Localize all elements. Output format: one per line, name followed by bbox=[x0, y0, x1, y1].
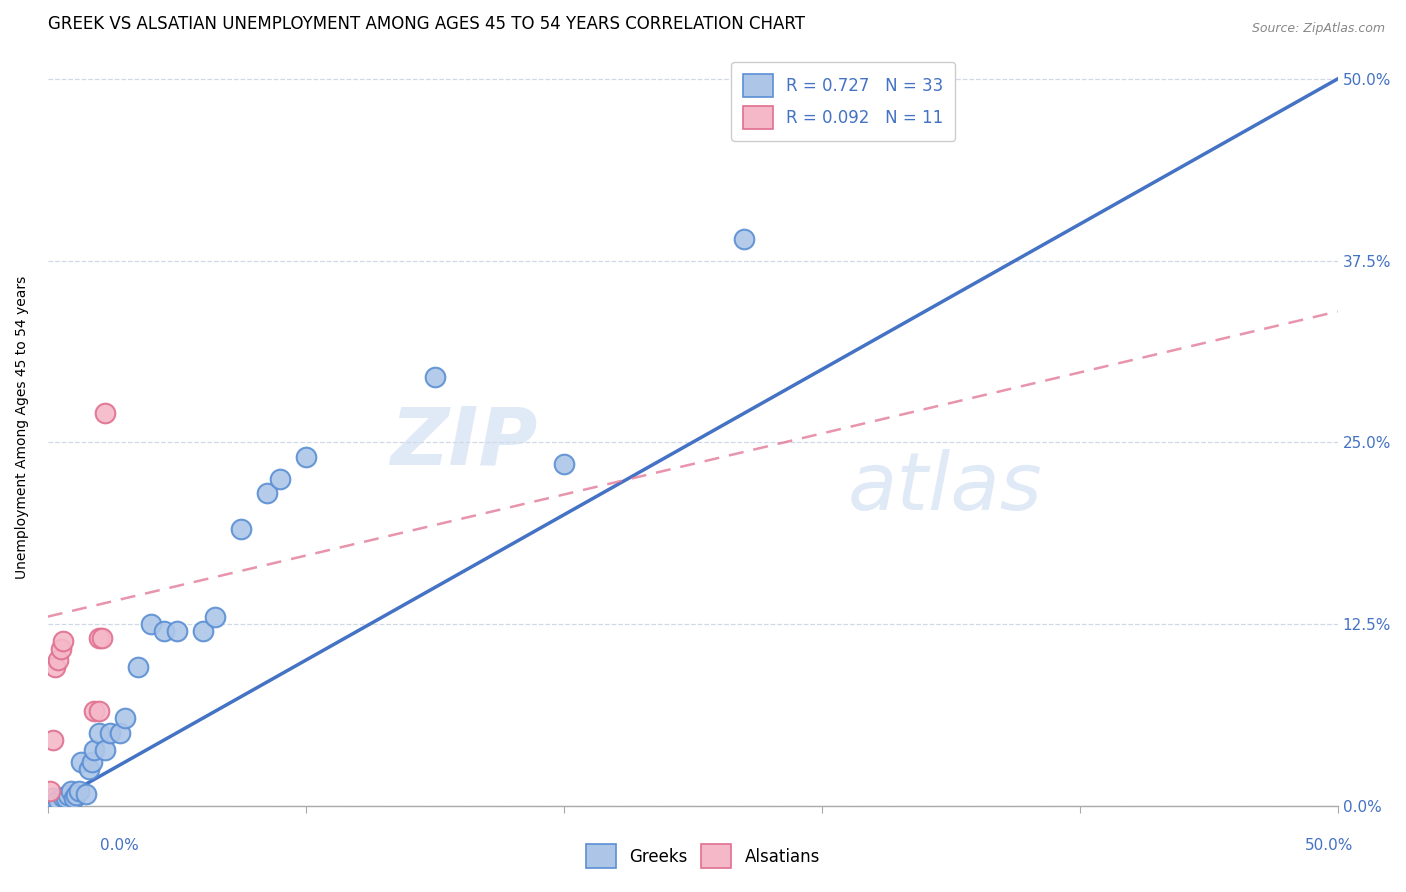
Point bbox=[77, 762, 100, 776]
Point bbox=[59, 784, 82, 798]
Legend: R = 0.727   N = 33, R = 0.092   N = 11: R = 0.727 N = 33, R = 0.092 N = 11 bbox=[731, 62, 955, 141]
Point bbox=[55, 791, 77, 805]
Point bbox=[52, 789, 75, 804]
Point bbox=[49, 641, 72, 656]
Point bbox=[139, 616, 162, 631]
Text: 0.0%: 0.0% bbox=[100, 838, 139, 853]
Text: 50.0%: 50.0% bbox=[1305, 838, 1353, 853]
Point bbox=[89, 726, 111, 740]
Point bbox=[46, 653, 69, 667]
Point bbox=[89, 704, 111, 718]
Point bbox=[80, 755, 103, 769]
Point bbox=[269, 472, 291, 486]
Point bbox=[98, 726, 121, 740]
Point bbox=[89, 632, 111, 646]
Point bbox=[83, 743, 105, 757]
Text: Source: ZipAtlas.com: Source: ZipAtlas.com bbox=[1251, 22, 1385, 36]
Point bbox=[58, 789, 80, 803]
Point bbox=[65, 789, 87, 803]
Point bbox=[83, 704, 105, 718]
Point bbox=[423, 369, 446, 384]
Point bbox=[75, 787, 97, 801]
Y-axis label: Unemployment Among Ages 45 to 54 years: Unemployment Among Ages 45 to 54 years bbox=[15, 276, 30, 579]
Point bbox=[114, 711, 136, 725]
Point bbox=[191, 624, 214, 639]
Point bbox=[204, 609, 226, 624]
Point bbox=[153, 624, 176, 639]
Point bbox=[108, 726, 131, 740]
Legend: Greeks, Alsatians: Greeks, Alsatians bbox=[579, 838, 827, 875]
Point bbox=[62, 791, 84, 805]
Point bbox=[166, 624, 188, 639]
Point bbox=[93, 743, 115, 757]
Point bbox=[127, 660, 149, 674]
Point bbox=[733, 232, 755, 246]
Point bbox=[42, 791, 65, 805]
Point bbox=[294, 450, 316, 464]
Point bbox=[39, 784, 62, 798]
Point bbox=[42, 733, 65, 747]
Point bbox=[39, 796, 62, 810]
Point bbox=[52, 634, 75, 648]
Text: ZIP: ZIP bbox=[391, 404, 538, 482]
Text: GREEK VS ALSATIAN UNEMPLOYMENT AMONG AGES 45 TO 54 YEARS CORRELATION CHART: GREEK VS ALSATIAN UNEMPLOYMENT AMONG AGE… bbox=[48, 15, 804, 33]
Point bbox=[553, 457, 575, 471]
Point bbox=[67, 784, 90, 798]
Point bbox=[44, 660, 66, 674]
Point bbox=[70, 755, 93, 769]
Point bbox=[256, 486, 278, 500]
Point bbox=[93, 406, 115, 420]
Point bbox=[46, 793, 69, 807]
Point bbox=[231, 523, 253, 537]
Text: atlas: atlas bbox=[848, 450, 1042, 527]
Point bbox=[90, 632, 112, 646]
